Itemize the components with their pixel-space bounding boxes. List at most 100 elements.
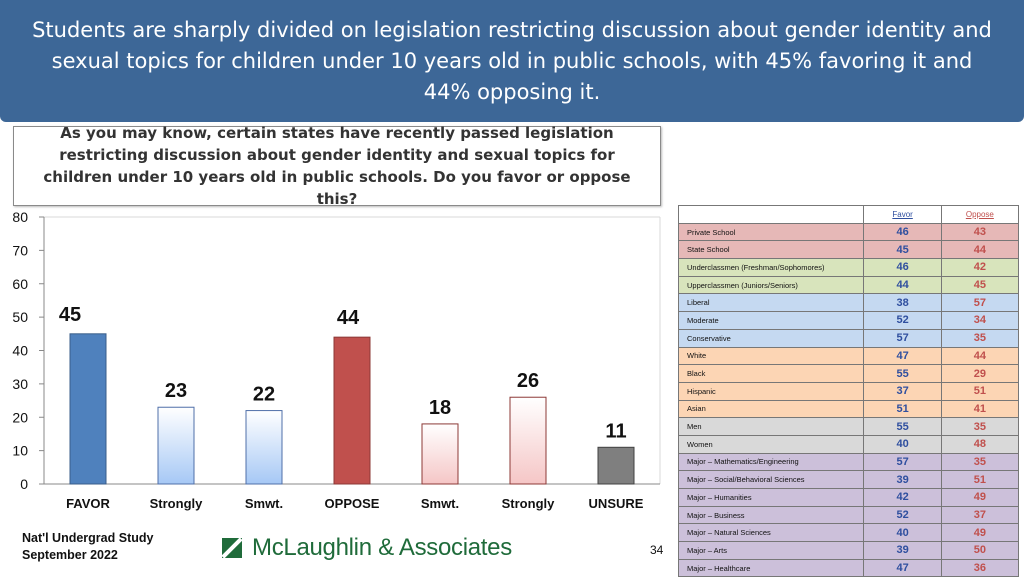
crosstab-row-label: Major – Arts — [677, 541, 865, 560]
y-tick-label: 60 — [12, 276, 28, 292]
crosstab-row: State School 45 44 — [677, 240, 1020, 260]
crosstab-row: Major – Social/Behavioral Sciences 39 51 — [677, 470, 1020, 489]
crosstab-row: Black 55 29 — [677, 364, 1020, 383]
crosstab-oppose-value: 43 — [940, 222, 1020, 242]
x-tick-label: UNSURE — [589, 496, 644, 511]
crosstab-row-label: Asian — [677, 399, 865, 419]
crosstab-oppose-value: 29 — [940, 364, 1020, 383]
crosstab-favor-value: 46 — [863, 222, 942, 242]
crosstab-oppose-value: 49 — [940, 523, 1020, 543]
crosstab-row-label: Liberal — [677, 293, 865, 313]
study-name: Nat'l Undergrad Study — [22, 531, 154, 545]
crosstab-favor-value: 40 — [863, 434, 942, 454]
crosstab-row-label: Women — [677, 434, 865, 454]
data-label: 23 — [165, 380, 187, 402]
crosstab-row-label: State School — [677, 240, 865, 260]
crosstab-favor-value: 42 — [863, 488, 942, 507]
crosstab-row: Private School 46 43 — [677, 222, 1020, 242]
crosstab-oppose-value: 57 — [940, 293, 1020, 313]
bar — [597, 446, 635, 485]
crosstab-favor-value: 47 — [863, 558, 942, 577]
crosstab-row: Hispanic 37 51 — [677, 381, 1020, 401]
crosstab-favor-value: 47 — [863, 346, 942, 366]
crosstab-row-label: Conservative — [677, 328, 865, 348]
crosstab-row-label: Men — [677, 417, 865, 436]
crosstab-row: Upperclassmen (Juniors/Seniors) 44 45 — [677, 275, 1020, 295]
crosstab-favor-value: 39 — [863, 541, 942, 560]
bar — [157, 406, 195, 485]
y-tick-label: 70 — [12, 242, 28, 258]
crosstab-oppose-value: 50 — [940, 541, 1020, 560]
crosstab-row-label: Major – Healthcare — [677, 558, 865, 577]
crosstab-oppose-value: 35 — [940, 328, 1020, 348]
bar — [421, 423, 459, 485]
x-tick-label: FAVOR — [66, 496, 110, 511]
header-banner: Students are sharply divided on legislat… — [0, 0, 1024, 122]
crosstab-favor-value: 40 — [863, 523, 942, 543]
crosstab-header-blank — [677, 205, 865, 224]
crosstab-table: Favor Oppose Private School 46 43 State Schoo… — [677, 205, 1020, 577]
logo-text: McLaughlin & Associates — [252, 534, 512, 561]
x-tick-label: OPPOSE — [325, 496, 380, 511]
page-number: 34 — [650, 543, 664, 557]
data-label: 45 — [59, 304, 81, 326]
crosstab-row-label: Private School — [677, 222, 865, 242]
slide-title: Students are sharply divided on legislat… — [32, 17, 992, 104]
bar — [333, 336, 371, 485]
y-tick-label: 30 — [12, 376, 28, 392]
y-tick-label: 10 — [12, 443, 28, 459]
bar — [69, 333, 107, 485]
bar-chart: 0 10 20 30 40 50 60 70 80 45 FAVOR 23 Strongly 22 Smwt… — [12, 209, 661, 511]
crosstab-row-label: Underclassmen (Freshman/Sophomores) — [677, 258, 865, 277]
logo-mark-icon — [222, 538, 242, 558]
x-tick-label: Strongly — [502, 496, 555, 511]
crosstab-favor-value: 38 — [863, 293, 942, 313]
crosstab-favor-value: 51 — [863, 399, 942, 419]
crosstab-oppose-value: 48 — [940, 434, 1020, 454]
x-tick-label: Smwt. — [421, 496, 459, 511]
question-text: As you may know, certain states have rec… — [43, 124, 631, 208]
crosstab-row-label: Major – Mathematics/Engineering — [677, 452, 865, 472]
crosstab-row: Major – Mathematics/Engineering 57 35 — [677, 452, 1020, 472]
crosstab-favor-value: 55 — [863, 364, 942, 383]
y-tick-label: 40 — [12, 343, 28, 359]
crosstab-row: Liberal 38 57 — [677, 293, 1020, 313]
crosstab-oppose-value: 44 — [940, 240, 1020, 260]
crosstab-row: Conservative 57 35 — [677, 328, 1020, 348]
crosstab-row-label: Hispanic — [677, 381, 865, 401]
data-label: 26 — [517, 370, 539, 392]
crosstab-oppose-value: 37 — [940, 505, 1020, 525]
x-tick-label: Strongly — [150, 496, 203, 511]
study-date: September 2022 — [22, 548, 118, 562]
crosstab-oppose-value: 34 — [940, 311, 1020, 330]
crosstab-row: Major – Healthcare 47 36 — [677, 558, 1020, 577]
crosstab-favor-value: 55 — [863, 417, 942, 436]
crosstab-favor-value: 57 — [863, 452, 942, 472]
y-tick-label: 50 — [12, 309, 28, 325]
data-label: 44 — [337, 307, 360, 329]
crosstab-row: Women 40 48 — [677, 434, 1020, 454]
data-label: 18 — [429, 397, 451, 419]
bar — [509, 396, 547, 485]
crosstab-row: Major – Natural Sciences 40 49 — [677, 523, 1020, 543]
crosstab-header-oppose: Oppose — [940, 205, 1020, 224]
crosstab-favor-value: 52 — [863, 505, 942, 525]
data-label: 22 — [253, 384, 275, 406]
crosstab-row: Men 55 35 — [677, 417, 1020, 436]
crosstab-favor-value: 46 — [863, 258, 942, 277]
question-box: As you may know, certain states have rec… — [13, 124, 661, 208]
crosstab-header-row: Favor Oppose — [677, 205, 1020, 224]
y-tick-label: 20 — [12, 409, 28, 425]
crosstab-favor-value: 39 — [863, 470, 942, 489]
data-label: 11 — [605, 420, 626, 442]
crosstab-row: Major – Humanities 42 49 — [677, 488, 1020, 507]
crosstab-oppose-value: 44 — [940, 346, 1020, 366]
crosstab-oppose-value: 51 — [940, 381, 1020, 401]
crosstab-row: Major – Business 52 37 — [677, 505, 1020, 525]
crosstab-row-label: Upperclassmen (Juniors/Seniors) — [677, 275, 865, 295]
crosstab-row: Moderate 52 34 — [677, 311, 1020, 330]
crosstab-header-favor: Favor — [863, 205, 942, 224]
y-tick-label: 80 — [12, 209, 28, 225]
crosstab-favor-value: 45 — [863, 240, 942, 260]
crosstab-row-label: Black — [677, 364, 865, 383]
